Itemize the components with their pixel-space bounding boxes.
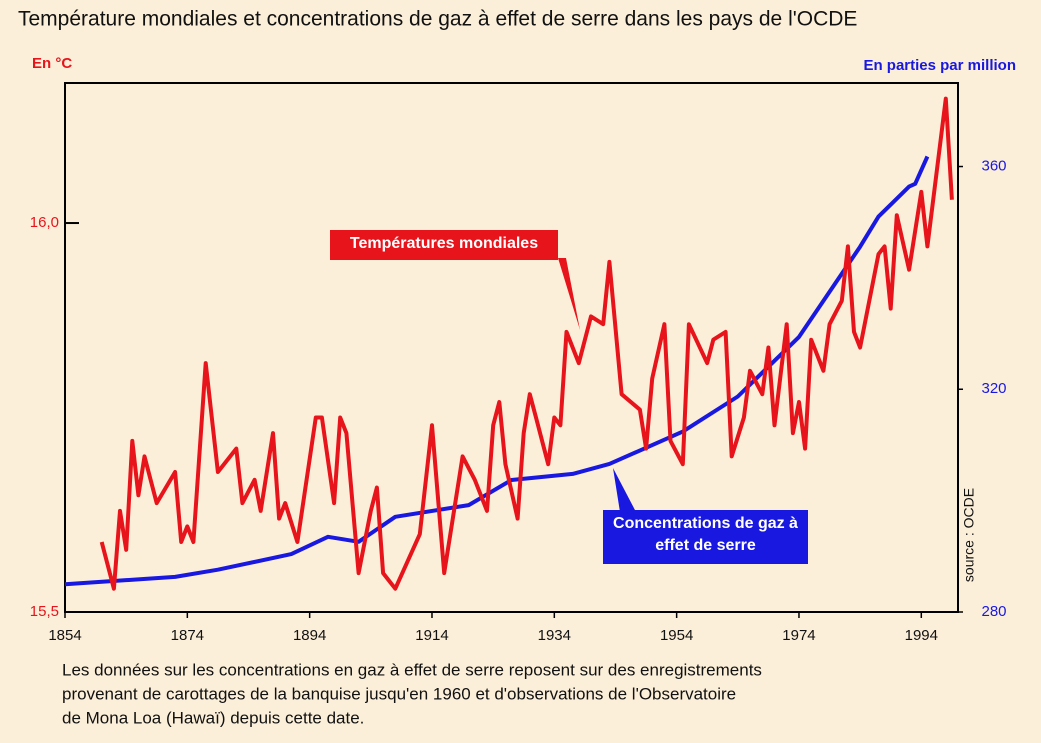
y2-tick-label: 360 xyxy=(981,157,1006,174)
callout xyxy=(558,258,580,330)
y-tick-label: 15,5 xyxy=(30,603,59,620)
note-line: Les données sur les concentrations en ga… xyxy=(62,660,762,679)
y2-tick-label: 320 xyxy=(981,380,1006,397)
x-tick-label: 1894 xyxy=(293,627,326,644)
series-label: Concentrations de gaz à effet de serre xyxy=(603,510,808,564)
note-line: de Mona Loa (Hawaï) depuis cette date. xyxy=(62,708,364,727)
y2-axis-label: En parties par million xyxy=(863,57,1016,74)
x-tick-label: 1874 xyxy=(171,627,204,644)
y-axis-label: En °C xyxy=(32,55,72,72)
series-line xyxy=(99,96,954,591)
y2-tick-label: 280 xyxy=(981,603,1006,620)
y-tick-label: 16,0 xyxy=(30,214,59,231)
note-line: provenant de carottages de la banquise j… xyxy=(62,684,736,703)
source: source : OCDE xyxy=(961,488,977,582)
plot-frame xyxy=(64,82,959,613)
x-tick-label: 1974 xyxy=(782,627,815,644)
x-tick-label: 1914 xyxy=(415,627,448,644)
series-line xyxy=(64,155,930,587)
x-tick-label: 1954 xyxy=(660,627,693,644)
x-tick-label: 1854 xyxy=(48,627,81,644)
callout xyxy=(613,468,636,512)
chart-title: Température mondiales et concentrations … xyxy=(18,8,857,31)
note: Les données sur les concentrations en ga… xyxy=(62,660,762,727)
x-tick-label: 1934 xyxy=(538,627,571,644)
series-label: Températures mondiales xyxy=(330,230,558,260)
x-tick-label: 1994 xyxy=(905,627,938,644)
